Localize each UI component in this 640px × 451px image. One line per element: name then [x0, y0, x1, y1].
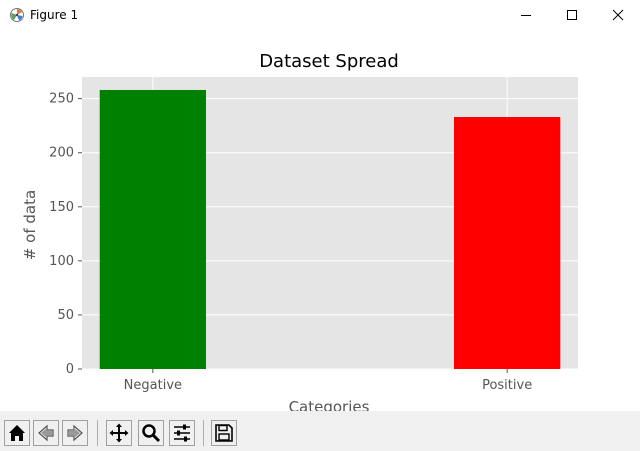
navigation-toolbar — [0, 411, 640, 451]
close-button[interactable] — [595, 0, 640, 30]
back-button[interactable] — [33, 420, 59, 446]
x-axis-label: Categories — [289, 398, 370, 411]
zoom-button[interactable] — [138, 420, 164, 446]
bar-positive — [454, 117, 561, 369]
maximize-icon — [567, 10, 577, 20]
matplotlib-logo-icon — [10, 8, 24, 22]
subplots-button[interactable] — [169, 420, 195, 446]
arrow-left-icon — [38, 424, 54, 442]
bar-negative — [99, 89, 206, 369]
forward-button[interactable] — [62, 420, 88, 446]
maximize-button[interactable] — [549, 0, 595, 30]
y-tick-label: 250 — [49, 92, 74, 107]
arrow-right-icon — [67, 424, 83, 442]
x-tick-label: Positive — [482, 378, 532, 393]
magnifier-icon — [142, 424, 161, 443]
y-tick-label: 200 — [49, 146, 74, 161]
home-button[interactable] — [4, 420, 30, 446]
pan-button[interactable] — [106, 420, 132, 446]
y-tick-label: 0 — [66, 362, 74, 377]
title-bar[interactable]: Figure 1 — [0, 0, 640, 30]
x-tick-label: Negative — [124, 378, 182, 393]
minimize-icon — [521, 15, 531, 16]
window-title: Figure 1 — [30, 8, 79, 22]
y-tick-label: 100 — [49, 254, 74, 269]
y-tick-label: 150 — [49, 200, 74, 215]
floppy-icon — [215, 424, 233, 442]
toolbar-separator — [203, 420, 204, 446]
y-tick-label: 50 — [57, 308, 74, 323]
y-axis-label: # of data — [21, 190, 39, 260]
home-icon — [9, 425, 25, 441]
move-icon — [109, 423, 129, 443]
bar-chart: 0 50 100 150 200 250 Negative Positive Dataset … — [21, 51, 578, 411]
sliders-icon — [174, 424, 190, 442]
close-icon — [612, 9, 624, 21]
toolbar-separator — [97, 420, 98, 446]
figure-canvas[interactable]: 0 50 100 150 200 250 Negative Positive Dataset … — [0, 30, 640, 411]
save-button[interactable] — [211, 420, 237, 446]
chart-title: Dataset Spread — [259, 51, 399, 72]
minimize-button[interactable] — [503, 0, 549, 30]
